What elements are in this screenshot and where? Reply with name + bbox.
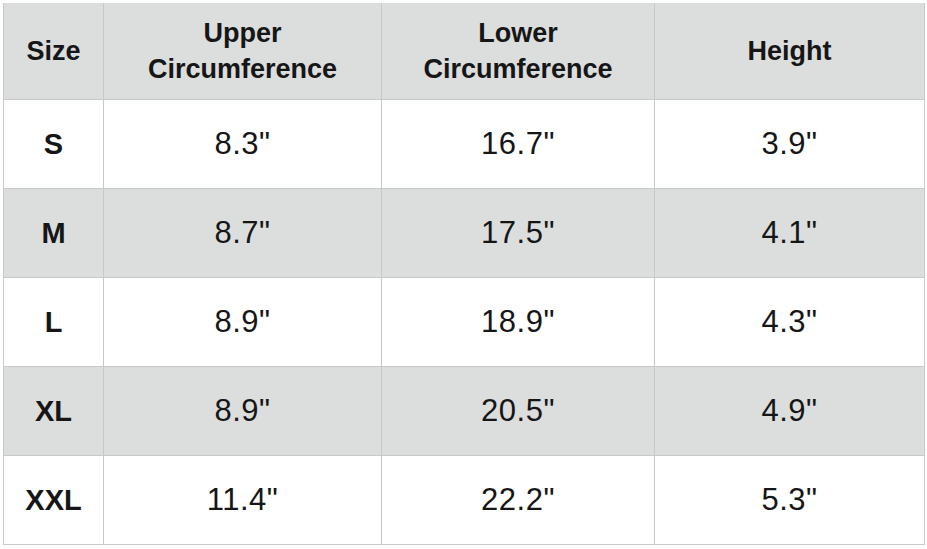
upper-circumference-cell: 8.9" (104, 278, 382, 367)
height-cell: 4.3" (655, 278, 925, 367)
column-header-lower-circumference: Lower Circumference (382, 3, 655, 100)
height-cell: 5.3" (655, 456, 925, 545)
header-row: Size Upper Circumference Lower Circumfer… (4, 3, 925, 100)
lower-circumference-cell: 22.2" (382, 456, 655, 545)
upper-circumference-cell: 8.3" (104, 100, 382, 189)
column-header-upper-circumference: Upper Circumference (104, 3, 382, 100)
size-cell: S (4, 100, 104, 189)
upper-circumference-cell: 8.9" (104, 367, 382, 456)
size-cell: XL (4, 367, 104, 456)
table-row-l: L 8.9" 18.9" 4.3" (4, 278, 925, 367)
table-row-m: M 8.7" 17.5" 4.1" (4, 189, 925, 278)
lower-circumference-cell: 20.5" (382, 367, 655, 456)
table-header: Size Upper Circumference Lower Circumfer… (4, 3, 925, 100)
table-row-xl: XL 8.9" 20.5" 4.9" (4, 367, 925, 456)
lower-circumference-cell: 17.5" (382, 189, 655, 278)
table-row-s: S 8.3" 16.7" 3.9" (4, 100, 925, 189)
size-chart: Size Upper Circumference Lower Circumfer… (3, 3, 924, 545)
size-cell: L (4, 278, 104, 367)
size-cell: M (4, 189, 104, 278)
height-cell: 4.1" (655, 189, 925, 278)
size-cell: XXL (4, 456, 104, 545)
lower-circumference-cell: 18.9" (382, 278, 655, 367)
table-row-xxl: XXL 11.4" 22.2" 5.3" (4, 456, 925, 545)
column-header-size: Size (4, 3, 104, 100)
upper-circumference-cell: 11.4" (104, 456, 382, 545)
column-header-height: Height (655, 3, 925, 100)
upper-circumference-cell: 8.7" (104, 189, 382, 278)
table-body: S 8.3" 16.7" 3.9" M 8.7" 17.5" 4.1" L 8.… (4, 100, 925, 545)
size-chart-table: Size Upper Circumference Lower Circumfer… (3, 3, 925, 545)
height-cell: 3.9" (655, 100, 925, 189)
height-cell: 4.9" (655, 367, 925, 456)
lower-circumference-cell: 16.7" (382, 100, 655, 189)
